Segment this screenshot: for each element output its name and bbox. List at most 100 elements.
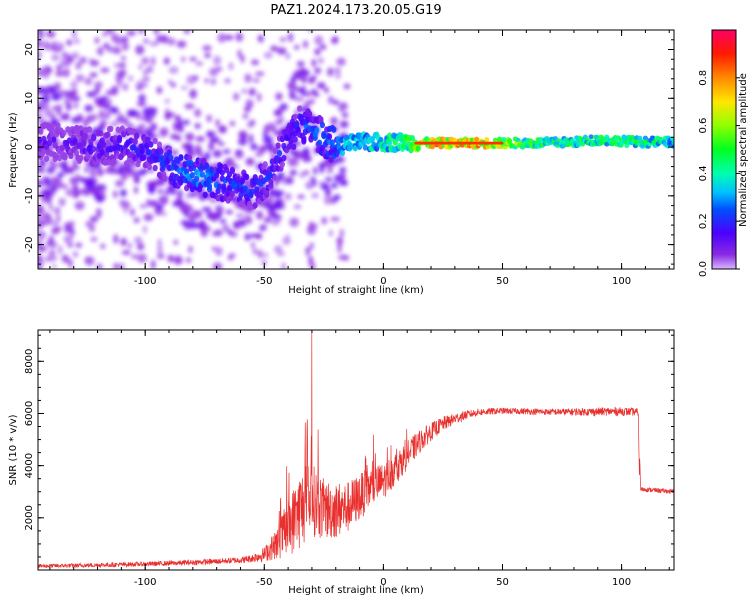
spectrogram-cell [250, 241, 256, 249]
spectrogram-cell [312, 92, 320, 97]
spectrogram-cell [82, 132, 88, 139]
spectrogram-cell [238, 200, 244, 207]
spectrogram-cell [118, 199, 129, 205]
spectrogram-cell [313, 166, 318, 175]
spectrogram-cell [312, 178, 317, 187]
spectrogram-cell [145, 129, 154, 138]
spectrogram-cell [96, 184, 101, 193]
spectrogram-cell [189, 171, 195, 179]
spectrogram-cell [319, 166, 325, 174]
spectrogram-cell [133, 217, 140, 224]
spectrogram-cell [240, 54, 245, 64]
spectrogram-cell [474, 136, 480, 142]
spectrogram-cell [262, 135, 273, 145]
spectrogram-cell [164, 189, 171, 196]
spectrogram-cell [183, 209, 190, 218]
spectrogram-cell [237, 138, 248, 146]
spectrogram-cell [318, 116, 324, 123]
spectrogram-cell [229, 190, 235, 197]
spectrogram-cell [149, 41, 160, 47]
spectrogram-cell [285, 52, 291, 60]
spectrogram-cell [294, 121, 300, 128]
spectrogram-cell [320, 182, 330, 190]
spectrogram-cell [337, 242, 342, 253]
spectrogram-cell [163, 57, 170, 65]
spectrogram-cell [108, 125, 114, 133]
spectrogram-cell [317, 57, 324, 64]
spectrogram-cell [55, 213, 61, 224]
spectrogram-cell [73, 149, 80, 157]
spectrogram-cell [85, 77, 93, 86]
spectrogram-cell [671, 140, 674, 146]
spectrogram-cell [148, 141, 154, 148]
spectrogram-cell [498, 141, 504, 145]
spectrogram-cell [111, 33, 116, 43]
spectrogram-cell [262, 161, 268, 168]
spectrogram-cell [138, 64, 143, 70]
spectrogram-cell [244, 173, 250, 181]
spectrogram-cell [186, 154, 193, 162]
spectrogram-cell [136, 110, 142, 121]
spectrogram-cell [182, 119, 190, 125]
spectrogram-cell [301, 136, 307, 144]
spectrogram-cell [180, 85, 188, 90]
spectrogram-cell [262, 252, 269, 258]
spectrogram-cell [59, 144, 65, 152]
spectrogram-cell [335, 71, 341, 80]
spectrogram-cell [157, 238, 162, 247]
spectrogram-cell [202, 191, 208, 199]
spectrogram-cell [295, 126, 301, 133]
spectrogram-cell [65, 103, 72, 111]
spectrogram-cell [150, 259, 156, 269]
spectrogram-cell [38, 255, 43, 262]
spectrogram-cell [144, 142, 150, 149]
spectrogram-cell [104, 151, 110, 158]
spectrogram-cell [55, 122, 61, 130]
snr-series-line [38, 330, 674, 569]
spectrogram-cell [109, 106, 118, 113]
spectrogram-cell [217, 141, 225, 146]
spectrogram-cell [141, 154, 147, 161]
spectrogram-cell [341, 180, 348, 186]
spectrogram-cell [229, 167, 235, 175]
x-tick-label: 50 [496, 577, 509, 588]
spectrogram-cell [323, 195, 332, 205]
spectrogram-cell [166, 149, 173, 156]
spectrogram-cell [330, 117, 338, 125]
spectrogram-cell [38, 215, 44, 223]
spectrogram-cell [270, 219, 281, 226]
spectrogram-cell [188, 160, 194, 167]
spectrogram-cell [110, 85, 119, 96]
spectrogram-cell [258, 226, 267, 232]
spectrogram-cell [276, 150, 283, 157]
spectrogram-cell [157, 189, 164, 194]
spectrogram-cell [118, 62, 127, 68]
spectrogram-cell [57, 162, 63, 167]
spectrogram-cell [66, 221, 76, 226]
spectrogram-cell [237, 219, 247, 225]
spectrogram-cell [102, 30, 108, 38]
snr-panel: -100 -50 0 50 100 2000 4000 6000 8000 Height of… [8, 329, 675, 596]
spectrogram-cell [94, 37, 100, 44]
spectrogram-cell [156, 141, 163, 148]
spectrogram-cell [334, 67, 341, 73]
y-tick-label: 6000 [24, 401, 35, 426]
spectrogram-y-ticks: -20 -10 0 10 20 [24, 29, 674, 265]
spectrogram-cell [158, 195, 169, 205]
spectrogram-cell [38, 67, 45, 78]
spectrogram-cell [316, 82, 326, 90]
spectrogram-cell [308, 255, 314, 266]
spectrogram-cell [173, 256, 184, 265]
spectrogram-cell [120, 36, 129, 44]
spectrogram-cell [55, 70, 65, 77]
spectrogram-cell [153, 30, 160, 35]
spectrogram-cell [249, 188, 255, 195]
spectrogram-cell [161, 211, 167, 217]
spectrogram-cell [181, 143, 189, 149]
spectrogram-cell [226, 184, 233, 191]
spectrogram-cell [61, 254, 70, 263]
spectrogram-cell [311, 75, 317, 80]
spectrogram-cell [88, 223, 96, 233]
spectrogram-cell [187, 205, 194, 210]
